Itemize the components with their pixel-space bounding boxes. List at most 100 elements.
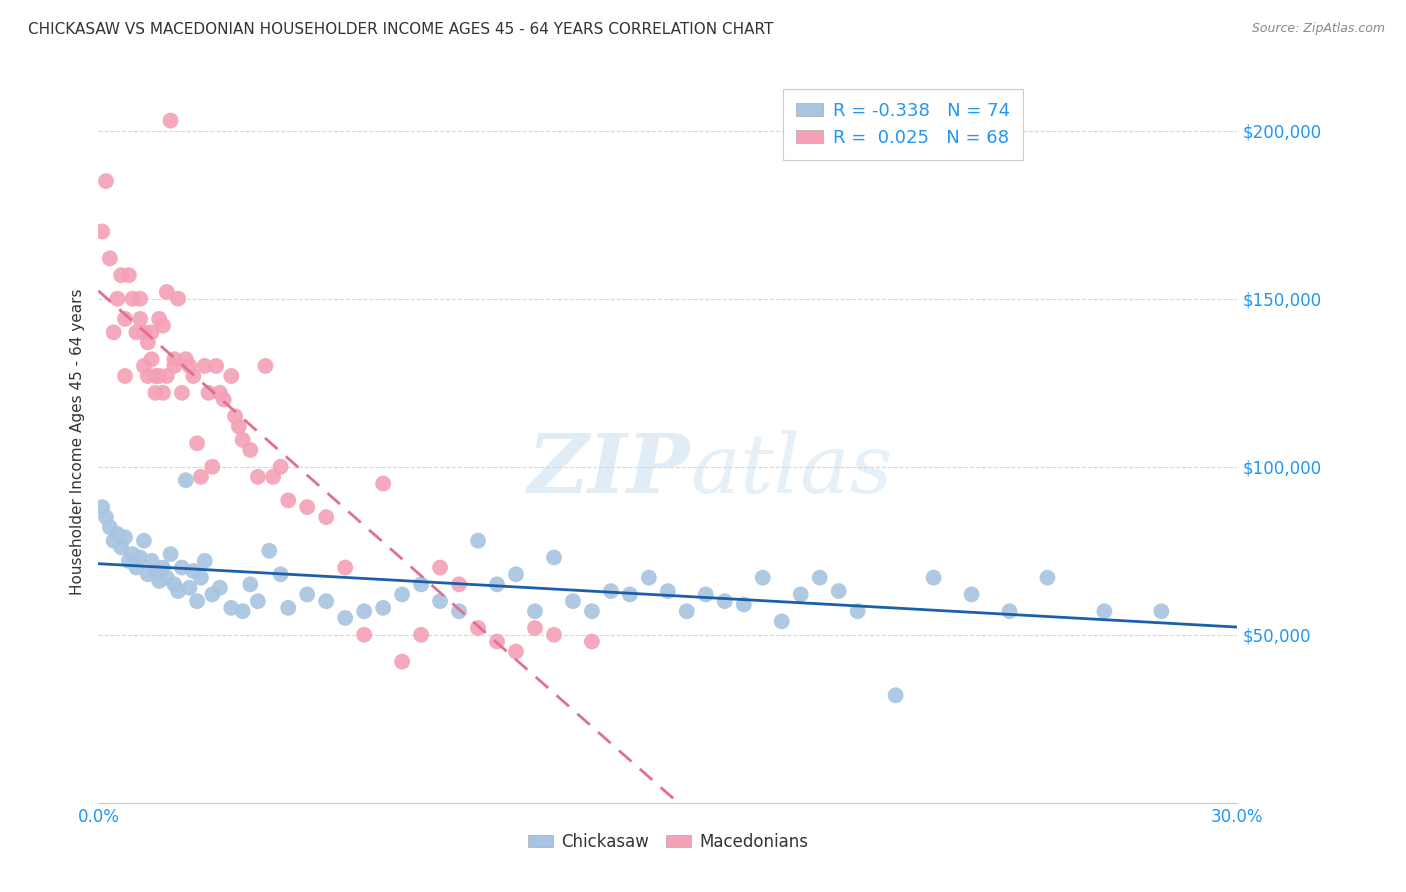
Point [98,520,121,534]
Point [141,554,163,568]
Point [657,584,679,599]
Text: CHICKASAW VS MACEDONIAN HOUSEHOLDER INCOME AGES 45 - 64 YEARS CORRELATION CHART: CHICKASAW VS MACEDONIAN HOUSEHOLDER INCO… [28,22,773,37]
Point [114,311,136,326]
Point [1094,604,1116,618]
Point [194,554,217,568]
Point [145,564,167,578]
Point [94,510,117,524]
Point [205,359,228,373]
Point [486,634,509,648]
Point [315,510,337,524]
Point [524,621,547,635]
Point [828,584,851,599]
Point [581,634,603,648]
Point [315,594,337,608]
Point [107,527,129,541]
Point [270,567,292,582]
Point [733,598,755,612]
Point [846,604,869,618]
Point [486,577,509,591]
Point [335,560,357,574]
Point [467,533,489,548]
Point [429,560,451,574]
Point [170,560,193,574]
Point [148,311,170,326]
Point [752,571,775,585]
Point [136,567,159,582]
Point [411,628,433,642]
Point [259,543,281,558]
Point [136,369,159,384]
Point [179,581,201,595]
Point [524,604,547,618]
Point [114,369,136,384]
Point [148,574,170,588]
Text: Source: ZipAtlas.com: Source: ZipAtlas.com [1251,22,1385,36]
Point [221,600,243,615]
Point [148,369,170,384]
Point [695,587,717,601]
Point [129,550,152,565]
Point [467,621,489,635]
Point [186,594,208,608]
Point [581,604,603,618]
Point [152,385,174,400]
Point [197,385,219,400]
Point [94,174,117,188]
Point [163,352,186,367]
Point [121,547,143,561]
Point [110,541,132,555]
Point [676,604,699,618]
Point [224,409,246,424]
Point [232,604,254,618]
Point [391,587,413,601]
Point [174,352,197,367]
Point [619,587,641,601]
Point [208,385,231,400]
Point [212,392,235,407]
Point [790,587,813,601]
Point [174,473,197,487]
Point [221,369,243,384]
Point [132,326,155,340]
Point [262,470,284,484]
Point [246,594,269,608]
Point [145,369,167,384]
Point [449,577,471,591]
Point [183,564,205,578]
Point [228,419,250,434]
Point [167,584,190,599]
Point [922,571,945,585]
Point [562,594,585,608]
Point [277,600,299,615]
Point [411,577,433,591]
Point [270,459,292,474]
Point [353,604,375,618]
Text: atlas: atlas [690,431,893,510]
Point [186,436,208,450]
Point [125,560,148,574]
Point [91,225,114,239]
Point [505,644,527,658]
Point [353,628,375,642]
Point [254,359,277,373]
Point [156,285,179,299]
Point [167,292,190,306]
Point [152,560,174,574]
Point [156,369,179,384]
Point [239,577,262,591]
Point [152,318,174,333]
Point [884,688,907,702]
Point [183,369,205,384]
Point [714,594,737,608]
Point [98,252,121,266]
Point [163,359,186,373]
Text: ZIP: ZIP [529,431,690,510]
Point [998,604,1021,618]
Point [770,615,793,629]
Point [449,604,471,618]
Point [141,352,163,367]
Point [297,500,319,514]
Point [194,359,217,373]
Point [277,493,299,508]
